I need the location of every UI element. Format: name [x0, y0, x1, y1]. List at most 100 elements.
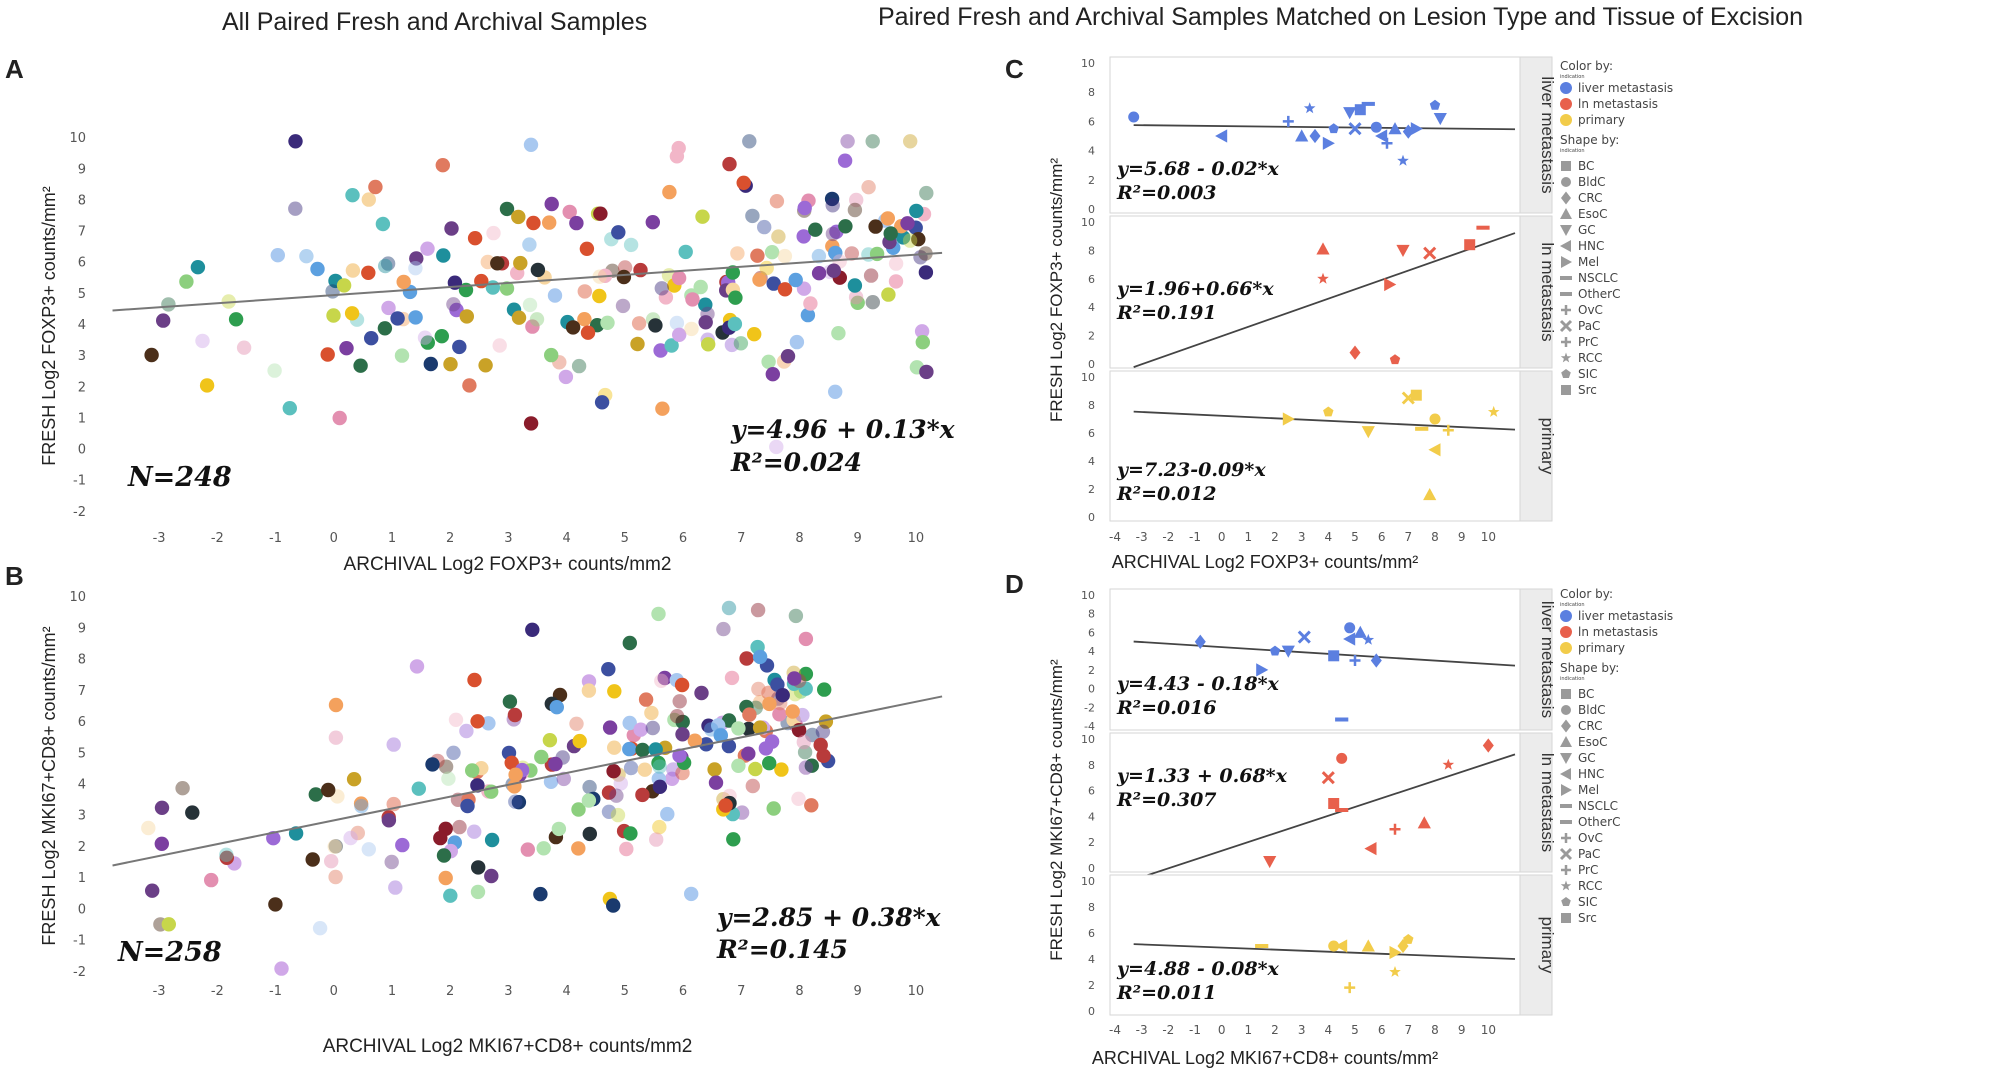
data-point — [444, 221, 459, 236]
y-tick-label: 4 — [78, 318, 86, 333]
x-axis-label: ARCHIVAL Log2 FOXP3+ counts/mm2 — [344, 554, 672, 575]
facet-strip — [1519, 732, 1553, 873]
data-point — [651, 606, 666, 622]
data-point — [750, 248, 765, 263]
data-point — [339, 341, 354, 356]
x-tick-label: -1 — [269, 984, 282, 999]
sample-size: N=258 — [117, 937, 222, 968]
data-point — [154, 800, 170, 815]
data-point — [609, 788, 624, 803]
data-point — [534, 749, 549, 765]
data-point — [840, 134, 855, 149]
data-point — [630, 336, 645, 352]
data-point — [707, 762, 722, 777]
panel-label-d: D — [1005, 569, 1024, 599]
data-point — [865, 134, 880, 149]
data-point — [179, 274, 194, 289]
data-point — [1328, 798, 1340, 809]
data-point — [788, 608, 804, 624]
data-point — [529, 312, 545, 327]
data-point — [481, 716, 496, 731]
data-point — [459, 723, 474, 739]
y-tick-label: 4 — [1088, 455, 1095, 468]
data-point — [728, 290, 743, 305]
data-point — [660, 806, 675, 822]
legend-swatch — [1559, 847, 1573, 861]
data-point — [1375, 129, 1388, 143]
data-point — [581, 793, 597, 808]
data-point — [622, 741, 637, 757]
data-point — [675, 727, 690, 742]
y-tick-label: 8 — [1088, 399, 1095, 412]
data-point — [652, 759, 667, 774]
data-point — [1128, 111, 1140, 123]
data-point — [777, 248, 793, 264]
data-point — [606, 764, 621, 779]
data-point — [1255, 944, 1269, 948]
data-point — [441, 771, 456, 786]
data-point — [484, 832, 500, 848]
x-tick-label: -2 — [211, 531, 224, 546]
data-point — [919, 185, 934, 201]
data-point — [1442, 758, 1455, 770]
data-point — [649, 832, 664, 847]
data-point — [849, 192, 864, 208]
r-squared: R²=0.016 — [1116, 697, 1217, 719]
x-tick-label: 8 — [795, 984, 803, 999]
legend-item: NSCLC — [1578, 799, 1618, 813]
y-tick-label: 6 — [78, 715, 86, 730]
data-point — [1487, 405, 1500, 417]
legend-item: EsoC — [1578, 735, 1608, 749]
legend-swatch — [1560, 276, 1572, 280]
legend-swatch — [1561, 191, 1571, 205]
data-point — [813, 737, 828, 753]
data-point — [678, 244, 693, 260]
data-point — [757, 219, 772, 235]
data-point — [478, 358, 493, 373]
data-point — [536, 841, 551, 856]
data-point — [718, 798, 733, 813]
y-tick-label: 4 — [78, 778, 86, 793]
data-point — [684, 886, 699, 902]
data-point — [911, 232, 926, 247]
data-point — [522, 237, 537, 252]
data-point — [914, 324, 930, 339]
data-point — [818, 714, 834, 729]
data-point — [384, 854, 399, 870]
data-point — [328, 697, 344, 713]
data-point — [420, 335, 435, 350]
data-point — [1317, 272, 1329, 284]
data-point — [381, 813, 397, 828]
data-point — [645, 215, 660, 230]
y-tick-label: 7 — [78, 225, 86, 240]
y-tick-label: 10 — [69, 590, 86, 605]
legend-item: Src — [1578, 383, 1597, 397]
data-point — [1349, 345, 1361, 360]
data-point — [1335, 808, 1349, 812]
data-point — [698, 315, 713, 330]
data-point — [547, 288, 563, 303]
legend-swatch — [1560, 208, 1572, 219]
x-tick-label: 10 — [908, 984, 925, 999]
data-point — [758, 741, 774, 756]
data-point — [361, 192, 376, 207]
data-point — [199, 378, 215, 393]
regression-equation: y=5.68 - 0.02*x — [1116, 158, 1280, 180]
data-point — [425, 757, 440, 772]
data-point — [1388, 122, 1402, 135]
data-point — [848, 289, 864, 305]
legend-item: EsoC — [1578, 207, 1608, 221]
data-point — [652, 779, 668, 794]
data-point — [742, 707, 757, 722]
y-tick-label: 8 — [1088, 759, 1095, 772]
data-point — [395, 837, 410, 853]
data-point — [888, 256, 904, 271]
panel-label-c: C — [1005, 54, 1024, 84]
data-point — [321, 782, 336, 798]
x-axis-label: ARCHIVAL Log2 MKI67+CD8+ counts/mm2 — [323, 1036, 693, 1057]
legend-item: HNC — [1578, 767, 1604, 781]
data-point — [725, 265, 740, 280]
y-tick-label: 8 — [1088, 86, 1095, 99]
y-tick-label: 6 — [1088, 427, 1095, 440]
r-squared: R²=0.011 — [1116, 982, 1217, 1004]
